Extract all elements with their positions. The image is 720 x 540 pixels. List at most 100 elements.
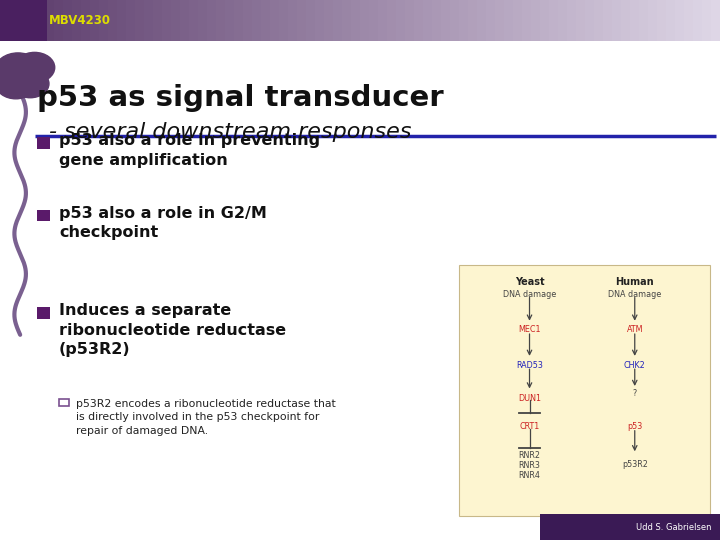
Bar [612,0,622,40]
Bar [270,0,281,40]
Bar [603,0,613,40]
Text: DNA damage: DNA damage [608,290,662,299]
Bar [306,0,317,40]
Bar [369,0,379,40]
Text: p53R2: p53R2 [622,460,648,469]
Bar [459,0,469,40]
Bar [567,0,577,40]
Bar [549,0,559,40]
Bar [54,0,65,40]
Text: RNR2
RNR3
RNR4: RNR2 RNR3 RNR4 [518,451,541,480]
Text: Udd S. Gabrielsen: Udd S. Gabrielsen [636,523,711,531]
Bar [630,0,641,40]
Bar [351,0,361,40]
Bar [63,0,73,40]
Bar [441,0,451,40]
Bar [297,0,307,40]
Bar [59,399,69,406]
Bar [252,0,262,40]
Bar [540,0,550,40]
Bar [135,0,145,40]
Text: MBV4230: MBV4230 [49,14,111,27]
Bar [324,0,334,40]
Bar [378,0,389,40]
Bar [315,0,325,40]
Text: p53R2 encodes a ribonucleotide reductase that
is directly involved in the p53 ch: p53R2 encodes a ribonucleotide reductase… [76,399,336,436]
Bar [81,0,91,40]
Bar [37,307,50,319]
Bar [558,0,569,40]
Bar [576,0,586,40]
Text: p53 as signal transducer: p53 as signal transducer [37,84,444,112]
Text: DUN1: DUN1 [518,394,541,403]
Bar [189,0,199,40]
Bar [162,0,173,40]
Circle shape [0,69,36,99]
Bar [27,0,37,40]
Bar [522,0,532,40]
Bar [288,0,299,40]
Bar [171,0,181,40]
Bar [37,137,50,148]
Text: Yeast: Yeast [515,277,544,287]
Bar [180,0,190,40]
Bar [666,0,677,40]
Bar [198,0,209,40]
Bar [675,0,685,40]
Bar [450,0,461,40]
Text: CHK2: CHK2 [624,361,646,369]
Text: DNA damage: DNA damage [503,290,556,299]
Bar [9,0,19,40]
Bar [414,0,424,40]
Text: p53 also a role in G2/M
checkpoint: p53 also a role in G2/M checkpoint [59,206,267,240]
Bar [333,0,343,40]
Circle shape [12,70,49,98]
Bar [45,0,55,40]
Bar [126,0,137,40]
Bar [108,0,119,40]
Bar [423,0,433,40]
Bar [486,0,497,40]
Bar [261,0,271,40]
Bar [657,0,667,40]
Bar [0,0,11,40]
Bar [531,0,541,40]
Bar [18,0,29,40]
Bar [216,0,226,40]
Bar [90,0,101,40]
Bar [243,0,253,40]
Text: Human: Human [616,277,654,287]
Bar [36,0,46,40]
Bar [342,0,353,40]
Bar [585,0,595,40]
Bar [594,0,604,40]
Text: RAD53: RAD53 [516,361,543,369]
Text: p53: p53 [627,422,642,431]
Bar [387,0,397,40]
Circle shape [14,52,55,83]
Bar [144,0,154,40]
Text: CRT1: CRT1 [519,422,540,431]
Bar [117,0,127,40]
Bar [504,0,514,40]
Bar [477,0,487,40]
Bar [684,0,694,40]
Bar [621,0,631,40]
Text: ?: ? [633,389,637,399]
Bar [396,0,407,40]
Bar [693,0,703,40]
Bar [702,0,712,40]
Bar [99,0,109,40]
Text: p53 also a role in preventing
gene amplification: p53 also a role in preventing gene ampli… [59,133,320,167]
Bar [234,0,245,40]
Bar [72,0,82,40]
Text: - several downstream responses: - several downstream responses [49,122,411,141]
Bar [279,0,289,40]
Bar [405,0,415,40]
Bar [360,0,370,40]
Bar [540,514,720,540]
Bar [459,265,710,516]
Bar [711,0,720,40]
Bar [225,0,235,40]
Bar [432,0,442,40]
